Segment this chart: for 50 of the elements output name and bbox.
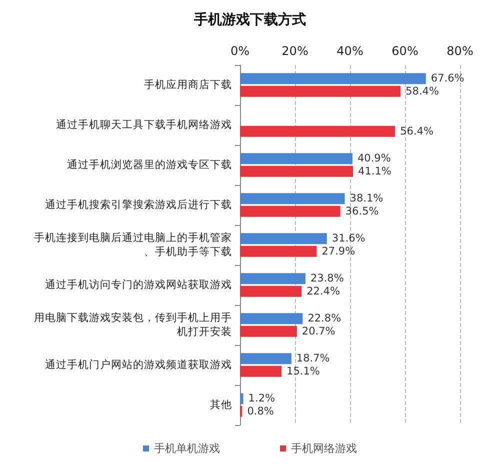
y-tick-label: 用电脑下载游戏安装包，传到手机上用手机打开安装 bbox=[34, 311, 232, 338]
x-tick-label: 80% bbox=[446, 44, 474, 58]
y-tick-label: 通过手机聊天工具下载手机网络游戏 bbox=[56, 118, 232, 131]
y-tick-label: 通过手机门户网站的游戏频道获取游戏 bbox=[45, 358, 232, 371]
y-tick-label: 通过手机搜索引擎搜索游戏后进行下载 bbox=[45, 198, 232, 211]
bar bbox=[240, 366, 282, 377]
x-tick-label: 20% bbox=[282, 44, 308, 58]
bar bbox=[240, 153, 352, 164]
bar bbox=[240, 286, 302, 297]
data-label: 31.6% bbox=[332, 232, 366, 245]
bar bbox=[240, 273, 306, 284]
bar bbox=[240, 393, 244, 404]
data-label: 23.8% bbox=[310, 272, 344, 285]
legend-label: 手机单机游戏 bbox=[154, 442, 220, 455]
data-label: 38.1% bbox=[350, 192, 384, 205]
data-label: 22.8% bbox=[308, 312, 342, 325]
bar bbox=[240, 353, 292, 364]
data-label: 1.2% bbox=[248, 392, 275, 405]
bar bbox=[240, 206, 340, 217]
chart-title: 手机游戏下载方式 bbox=[193, 11, 306, 28]
bar bbox=[240, 233, 327, 244]
data-label: 27.9% bbox=[322, 245, 356, 258]
y-tick-label: 其他 bbox=[210, 398, 232, 411]
data-label: 56.4% bbox=[400, 125, 434, 138]
data-label: 20.7% bbox=[302, 325, 336, 338]
data-label: 41.1% bbox=[358, 165, 392, 178]
data-label: 36.5% bbox=[345, 205, 379, 218]
y-tick-label: 手机连接到电脑后通过电脑上的手机管家、手机助手等下载 bbox=[34, 231, 232, 258]
x-tick-label: 40% bbox=[336, 44, 364, 58]
bar bbox=[240, 193, 345, 204]
bar bbox=[240, 246, 317, 257]
data-label: 18.7% bbox=[296, 352, 330, 365]
data-label: 15.1% bbox=[286, 365, 320, 378]
data-label: 0.8% bbox=[247, 405, 274, 418]
data-label: 40.9% bbox=[357, 152, 391, 165]
y-tick-label: 通过手机访问专门的游戏网站获取游戏 bbox=[45, 278, 232, 291]
data-label: 67.6% bbox=[430, 72, 464, 85]
bar bbox=[240, 313, 303, 324]
y-tick-label: 通过手机浏览器里的游戏专区下载 bbox=[67, 158, 232, 171]
bar bbox=[240, 86, 401, 97]
bar bbox=[240, 73, 426, 84]
bar bbox=[240, 166, 354, 177]
data-label: 58.4% bbox=[406, 85, 439, 98]
legend-label: 手机网络游戏 bbox=[291, 442, 357, 455]
x-tick-label: 0% bbox=[230, 44, 250, 58]
bar bbox=[240, 126, 396, 137]
data-label: 22.4% bbox=[306, 285, 340, 298]
y-tick-label: 手机应用商店下载 bbox=[144, 78, 232, 91]
bar bbox=[240, 326, 297, 337]
x-tick-label: 60% bbox=[392, 44, 418, 58]
